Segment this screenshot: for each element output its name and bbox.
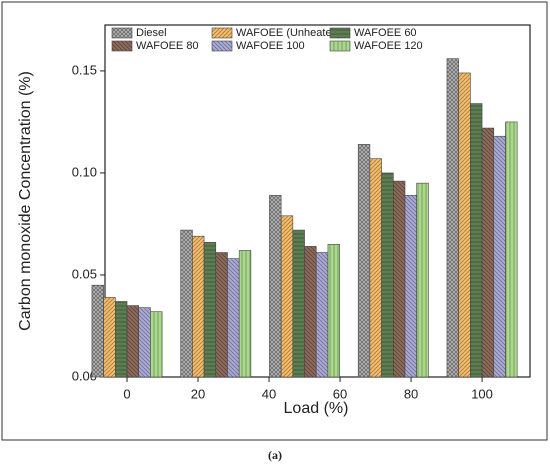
frame [1, 1, 548, 441]
x-axis-label: Load (%) [284, 400, 349, 417]
x-tick-label: 80 [404, 386, 418, 401]
bar [103, 297, 116, 378]
bar [393, 180, 406, 378]
bar [357, 144, 371, 378]
bar [91, 284, 104, 378]
bar [416, 182, 429, 378]
bar [505, 121, 518, 378]
y-tick-label: 0.00 [72, 368, 97, 383]
bar [280, 215, 294, 378]
bar [292, 229, 305, 378]
bar [493, 135, 506, 378]
caption: (a) [268, 448, 282, 462]
bar [115, 301, 128, 378]
y-tick-label: 0.15 [72, 62, 97, 77]
legend-label: Diesel [136, 27, 167, 39]
x-tick-label: 0 [123, 386, 130, 401]
bar [203, 242, 217, 378]
bar [126, 305, 140, 378]
legend-label: WAFOEE (Unheated) [236, 27, 341, 39]
x-tick-label: 40 [262, 386, 276, 401]
legend-label: WAFOEE 80 [136, 40, 199, 52]
bar [227, 258, 240, 378]
x-tick-label: 100 [471, 386, 493, 401]
bar [446, 58, 459, 378]
legend-swatch [211, 40, 233, 52]
bar [404, 195, 418, 378]
x-tick-label: 20 [191, 386, 205, 401]
legend-swatch [111, 27, 133, 39]
x-tick-label: 60 [333, 386, 347, 401]
bar [481, 127, 495, 378]
legend-label: WAFOEE 120 [354, 40, 423, 52]
y-axis-label: Carbon monoxide Concentration (%) [17, 71, 34, 331]
bar [458, 72, 471, 378]
legend-swatch [329, 27, 351, 39]
bar [238, 250, 252, 378]
bar [180, 229, 193, 378]
bar [215, 252, 228, 378]
legend-swatch [111, 40, 133, 52]
bar [369, 158, 382, 378]
bar [192, 235, 205, 378]
bar [138, 307, 151, 378]
bar [381, 172, 394, 378]
legend-swatch [211, 27, 233, 39]
legend-swatch [329, 40, 351, 52]
legend-label: WAFOEE 60 [354, 27, 417, 39]
bar [327, 244, 340, 378]
bar [269, 195, 282, 378]
bar [150, 311, 163, 378]
bar [470, 103, 483, 378]
legend-label: WAFOEE 100 [236, 40, 305, 52]
y-tick-label: 0.10 [72, 164, 97, 179]
bar [304, 246, 317, 378]
y-tick-label: 0.05 [72, 266, 97, 281]
legend: Diesel WAFOEE (Unheated) WAFOEE 60 WAFOEE 8… [111, 27, 423, 52]
bar [315, 252, 329, 378]
